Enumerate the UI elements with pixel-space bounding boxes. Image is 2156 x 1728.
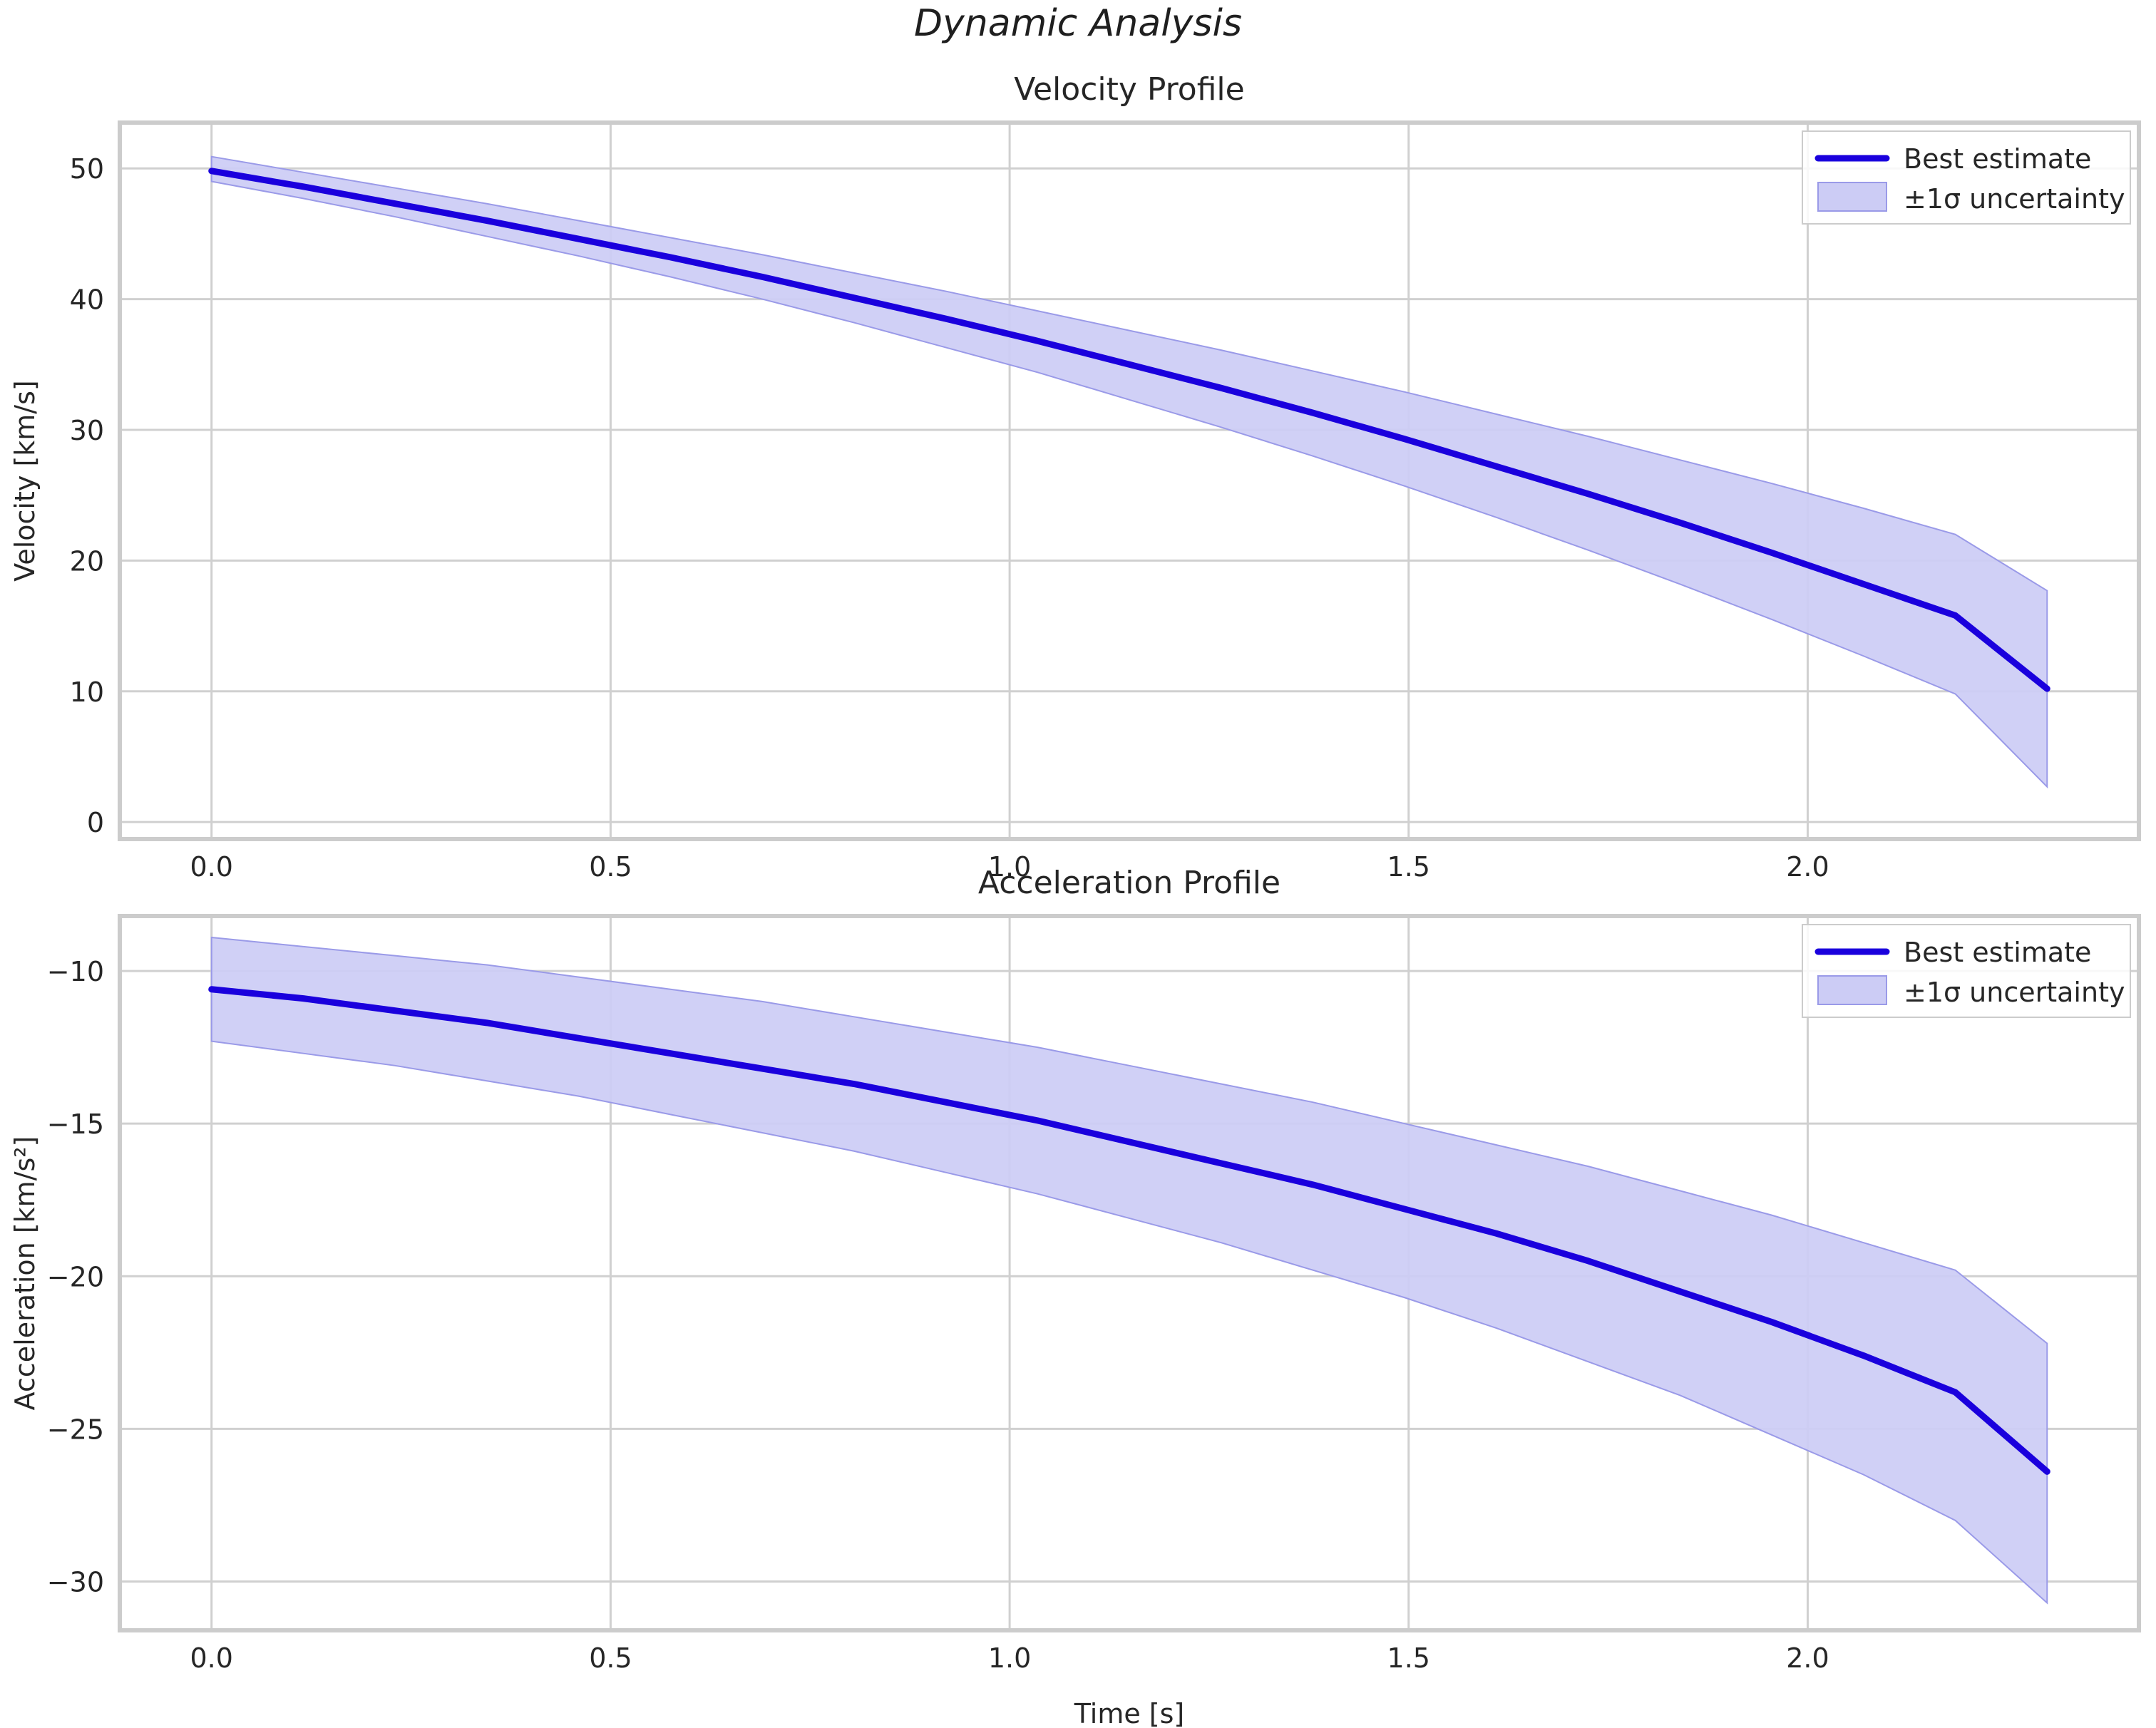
uncertainty-band: [210, 155, 2048, 789]
y-axis-label: Velocity [km/s]: [9, 380, 41, 581]
chart-panels: Velocity Profile 0 10 20 30 40 50 0.0 0.5 1.0 1.5 2…: [9, 71, 2141, 1728]
legend-band-swatch: [1817, 182, 1887, 212]
x-tick-label: 0.0: [190, 1642, 233, 1674]
x-tick-label: 0.5: [589, 851, 632, 883]
legend-label-uncertainty: ±1σ uncertainty: [1904, 977, 2125, 1008]
y-axis-label: Acceleration [km/s²]: [9, 1136, 41, 1411]
chart-title-2: Acceleration Profile: [978, 865, 1280, 901]
chart-title-1: Velocity Profile: [1014, 71, 1244, 108]
y-tick-label: 40: [70, 284, 104, 316]
x-tick-label: 2.0: [1786, 1642, 1829, 1674]
chart-panel-1: Velocity Profile 0 10 20 30 40 50 0.0 0.5 1.0 1.5 2…: [9, 71, 2141, 883]
y-tick-label: −25: [47, 1414, 104, 1445]
x-tick-label: 2.0: [1786, 851, 1829, 883]
legend-label-best-estimate: Best estimate: [1904, 937, 2091, 968]
x-tick-label: 1.0: [988, 851, 1031, 883]
axes-spines: [118, 120, 2141, 841]
y-tick-label: 0: [87, 807, 104, 838]
best-estimate-line: [208, 168, 2050, 692]
x-tick-label: 0.5: [589, 1642, 632, 1674]
legend-band-swatch: [1817, 975, 1887, 1005]
chart-panel-2: Acceleration Profile −30 −25 −20 −15 −10 0.0 0.…: [9, 865, 2141, 1728]
axes-spines: [118, 914, 2141, 1632]
legend-label-uncertainty: ±1σ uncertainty: [1904, 183, 2125, 215]
x-tick-label: 1.0: [988, 1642, 1031, 1674]
x-tick-label: 0.0: [190, 851, 233, 883]
y-tick-label: −10: [47, 956, 104, 987]
y-tick-label: 10: [70, 677, 104, 708]
y-tick-label: 20: [70, 545, 104, 577]
x-axis-label: Time [s]: [1074, 1698, 1185, 1728]
y-tick-label: −15: [47, 1109, 104, 1140]
best-estimate-line: [208, 986, 2050, 1475]
legend-label-best-estimate: Best estimate: [1904, 143, 2091, 175]
y-tick-label: 30: [70, 415, 104, 446]
y-tick-label: 50: [70, 153, 104, 185]
y-tick-label: −20: [47, 1261, 104, 1292]
uncertainty-band: [210, 936, 2048, 1605]
x-tick-label: 1.5: [1387, 1642, 1430, 1674]
y-tick-label: −30: [47, 1566, 104, 1598]
x-tick-label: 1.5: [1387, 851, 1430, 883]
figure-suptitle: Dynamic Analysis: [914, 2, 1242, 45]
